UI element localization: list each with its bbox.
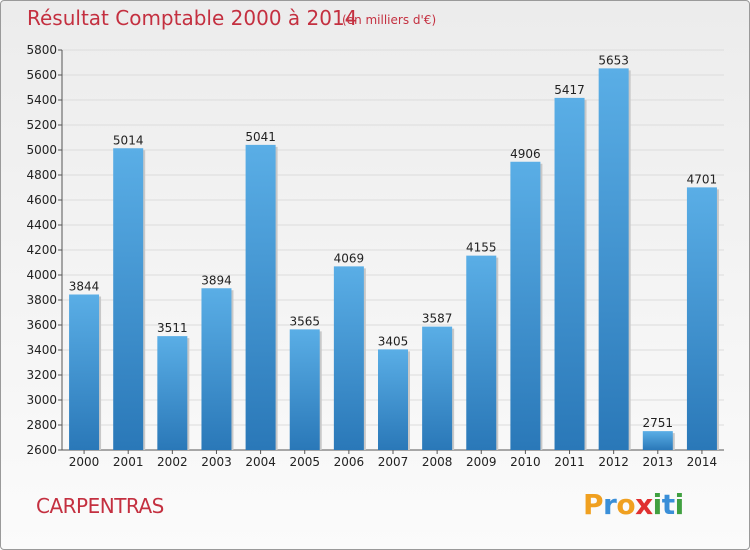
x-tick-label: 2009	[466, 455, 497, 469]
bar-2010	[510, 161, 541, 450]
bars	[69, 68, 719, 450]
bar-2000	[69, 294, 100, 450]
x-tick-label: 2013	[643, 455, 674, 469]
y-tick-label: 3800	[26, 293, 57, 307]
data-label: 3894	[201, 273, 232, 287]
logo-letter: P	[583, 488, 604, 521]
data-label: 5014	[113, 133, 144, 147]
bar-2007	[378, 349, 408, 450]
data-label: 3405	[378, 334, 409, 348]
y-tick-label: 3000	[26, 393, 57, 407]
bar-2014	[686, 187, 717, 450]
bar-2003	[201, 288, 232, 450]
labels: 2600 2800 3000 3200 3400 3600 3800 4000 4200 4400…	[26, 43, 717, 469]
data-label: 5653	[598, 53, 629, 67]
data-label: 4906	[510, 147, 541, 161]
proxiti-logo: Proxiti	[583, 488, 684, 521]
y-tick-label: 3600	[26, 318, 57, 332]
data-label: 3511	[157, 321, 188, 335]
y-tick-label: 4600	[26, 193, 57, 207]
bar-2011	[554, 97, 585, 450]
logo-letter: i	[652, 488, 663, 521]
bar-2002	[157, 336, 188, 450]
y-tick-label: 3400	[26, 343, 57, 357]
x-tick-label: 2006	[334, 455, 365, 469]
y-tick-label: 5600	[26, 68, 57, 82]
bar-2008	[422, 326, 453, 450]
y-tick-label: 5800	[26, 43, 57, 57]
y-tick-label: 4200	[26, 243, 57, 257]
x-tick-label: 2012	[598, 455, 629, 469]
x-tick-label: 2007	[378, 455, 409, 469]
x-tick-label: 2008	[422, 455, 453, 469]
data-label: 3587	[422, 312, 453, 326]
x-tick-label: 2001	[113, 455, 144, 469]
bar-2006	[333, 266, 364, 450]
city-name: CARPENTRAS	[36, 494, 164, 518]
data-label: 5417	[554, 83, 585, 97]
logo-letter: o	[616, 488, 636, 521]
y-tick-label: 5200	[26, 118, 57, 132]
chart-title: Résultat Comptable 2000 à 2014	[27, 6, 358, 30]
y-tick-label: 4000	[26, 268, 57, 282]
y-tick-label: 2600	[26, 443, 57, 457]
logo-letter: i	[674, 488, 685, 521]
x-tick-label: 2014	[687, 455, 718, 469]
y-tick-label: 4800	[26, 168, 57, 182]
x-tick-label: 2003	[201, 455, 232, 469]
data-label: 3565	[289, 314, 320, 328]
bar-2005	[289, 329, 320, 450]
x-tick-label: 2000	[69, 455, 100, 469]
logo-letter: x	[635, 488, 653, 521]
data-label: 4069	[334, 251, 365, 265]
data-label: 3844	[69, 280, 100, 294]
logo-letter: t	[661, 488, 675, 521]
y-tick-label: 5000	[26, 143, 57, 157]
y-tick-label: 2800	[26, 418, 57, 432]
logo-letter: r	[603, 488, 617, 521]
x-tick-label: 2010	[510, 455, 541, 469]
bar-2013	[642, 431, 673, 450]
x-tick-label: 2002	[157, 455, 188, 469]
y-tick-label: 3200	[26, 368, 57, 382]
x-tick-label: 2005	[289, 455, 320, 469]
bar-2012	[598, 68, 629, 450]
x-tick-label: 2004	[245, 455, 276, 469]
chart-subtitle: (en milliers d'€)	[342, 13, 437, 27]
data-label: 5041	[245, 130, 276, 144]
bar-2009	[466, 255, 497, 450]
x-tick-label: 2011	[554, 455, 585, 469]
data-label: 2751	[643, 416, 674, 430]
data-label: 4701	[687, 172, 718, 186]
bar-2004	[245, 144, 276, 450]
y-tick-label: 4400	[26, 218, 57, 232]
bar-2001	[113, 148, 144, 450]
data-label: 4155	[466, 241, 497, 255]
y-tick-label: 5400	[26, 93, 57, 107]
